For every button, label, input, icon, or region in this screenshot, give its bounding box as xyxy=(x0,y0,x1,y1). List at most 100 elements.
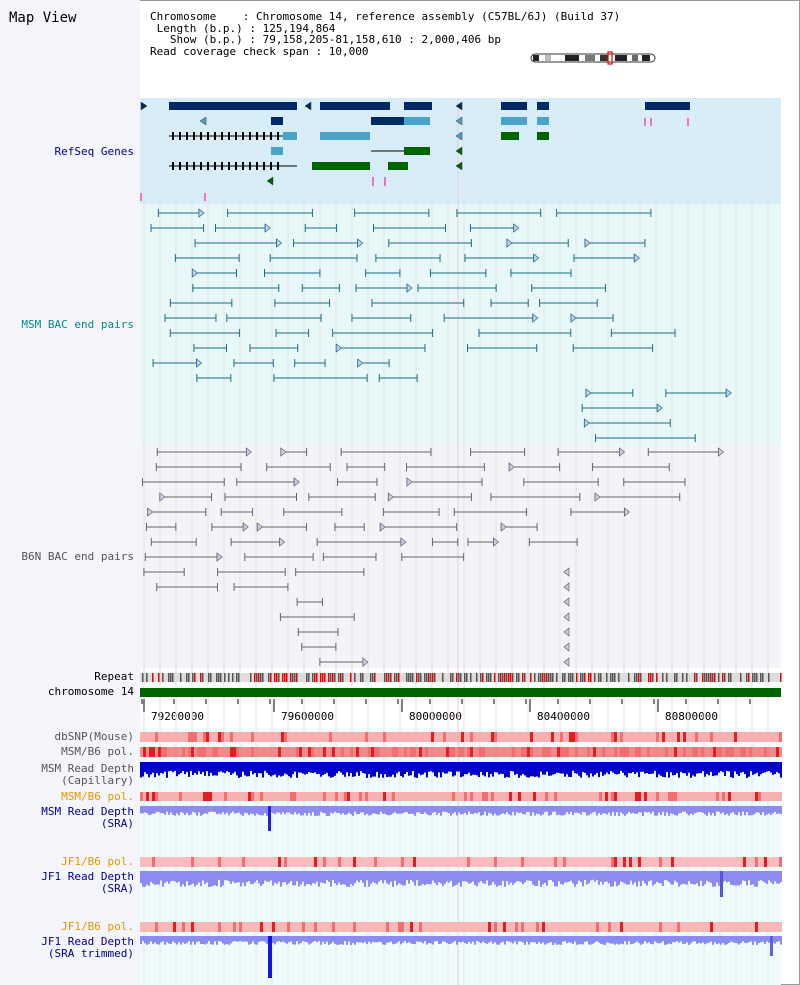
pol-density xyxy=(170,732,173,742)
pol-density xyxy=(176,747,179,757)
read-depth-bar xyxy=(448,762,450,772)
read-depth-bar xyxy=(744,871,746,881)
pol-density xyxy=(506,732,509,742)
pol-density xyxy=(656,857,659,867)
read-depth-bar xyxy=(542,762,544,775)
pol-density xyxy=(206,857,209,867)
read-depth-bar xyxy=(706,762,708,774)
read-depth-bar xyxy=(246,871,248,883)
pol-density xyxy=(575,732,578,742)
repeat-mark xyxy=(208,673,210,682)
pol-density xyxy=(440,747,443,757)
jf1-pol-trimmed-label[interactable]: JF1/B6 pol. xyxy=(61,920,134,933)
pol-density xyxy=(290,922,293,932)
repeat-mark xyxy=(552,673,554,682)
pol-density xyxy=(737,792,740,801)
read-depth-bar xyxy=(498,762,500,775)
pol-density xyxy=(296,857,299,867)
jf1-pol-label[interactable]: JF1/B6 pol. xyxy=(61,855,134,868)
pol-density xyxy=(419,792,422,801)
read-depth-bar xyxy=(728,806,730,816)
jf1-depth-label[interactable]: JF1 Read Depth (SRA) xyxy=(41,871,134,895)
pol-density xyxy=(722,857,725,867)
pol-density xyxy=(575,922,578,932)
read-depth-bar xyxy=(478,871,480,883)
repeat-mark xyxy=(408,673,410,682)
exon xyxy=(172,132,174,140)
jf1-depth-trimmed-label[interactable]: JF1 Read Depth (SRA trimmed) xyxy=(41,936,134,960)
read-depth-bar xyxy=(722,762,724,773)
pol-density xyxy=(290,732,293,742)
repeat-mark xyxy=(682,673,684,682)
read-depth-bar xyxy=(532,806,534,813)
read-depth-bar xyxy=(180,806,182,813)
pol-density xyxy=(455,857,458,867)
pol-density xyxy=(653,857,656,867)
read-depth-bar xyxy=(728,762,730,772)
pol-density xyxy=(341,747,344,757)
read-depth-bar xyxy=(396,871,398,886)
pol-density xyxy=(308,792,311,801)
read-depth-bar xyxy=(384,936,386,945)
repeat-mark xyxy=(152,673,154,682)
pol-density xyxy=(353,792,356,801)
pol-density xyxy=(194,857,197,867)
pol-density xyxy=(581,922,584,932)
repeat-mark xyxy=(506,673,508,682)
repeat-mark xyxy=(316,673,318,682)
refseq-genes-label[interactable]: RefSeq Genes xyxy=(54,145,134,158)
b6n-bac-arrow xyxy=(563,657,570,667)
pol-density xyxy=(605,922,608,932)
read-depth-bar xyxy=(400,762,402,777)
read-depth-bar xyxy=(304,871,306,887)
pol-density xyxy=(521,732,524,742)
dbsnp-label[interactable]: dbSNP(Mouse) xyxy=(54,730,134,743)
read-depth-bar xyxy=(200,936,202,944)
read-depth-bar xyxy=(158,762,160,776)
read-depth-bar xyxy=(548,936,550,943)
read-depth-bar xyxy=(758,806,760,813)
pol-density xyxy=(218,857,221,867)
read-depth-bar xyxy=(320,936,322,945)
msm-pol-sra-label[interactable]: MSM/B6 pol. xyxy=(61,790,134,803)
read-depth-bar xyxy=(540,871,542,887)
repeat-mark xyxy=(648,673,650,682)
pol-density xyxy=(383,922,386,932)
msm-bac-label[interactable]: MSM BAC end pairs xyxy=(21,318,134,331)
pol-density xyxy=(671,747,674,757)
read-depth-bar xyxy=(382,871,384,884)
msm-depth-sra-label[interactable]: MSM Read Depth (SRA) xyxy=(41,806,134,830)
read-depth-bar xyxy=(660,871,662,884)
pol-density xyxy=(230,792,233,801)
pol-density xyxy=(356,732,359,742)
exon xyxy=(179,162,181,170)
repeat-mark xyxy=(550,673,552,682)
pol-density xyxy=(503,747,506,757)
repeat-mark xyxy=(760,673,762,682)
pol-density xyxy=(410,857,413,867)
msm-bac-pair-arrow xyxy=(357,358,364,368)
exon xyxy=(277,162,279,170)
read-depth-bar xyxy=(496,806,498,816)
msm-pol-label[interactable]: MSM/B6 pol. xyxy=(61,745,134,758)
pol-density xyxy=(371,792,374,801)
pol-density xyxy=(149,747,152,757)
pol-density xyxy=(479,732,482,742)
read-depth-bar xyxy=(232,762,234,774)
pol-density xyxy=(329,747,332,757)
msm-depth-capillary-label[interactable]: MSM Read Depth (Capillary) xyxy=(41,763,134,787)
b6n-bac-label[interactable]: B6N BAC end pairs xyxy=(21,550,134,563)
read-depth-bar xyxy=(340,806,342,815)
pol-density xyxy=(203,747,206,757)
read-depth-bar xyxy=(380,871,382,880)
pol-density xyxy=(407,857,410,867)
read-depth-bar xyxy=(574,871,576,887)
read-depth-bar xyxy=(512,806,514,812)
pol-density xyxy=(374,792,377,801)
read-depth-bar xyxy=(566,762,568,775)
read-depth-bar xyxy=(396,936,398,944)
read-depth-bar xyxy=(380,936,382,943)
read-depth-bar xyxy=(642,762,644,772)
exon xyxy=(263,162,265,170)
